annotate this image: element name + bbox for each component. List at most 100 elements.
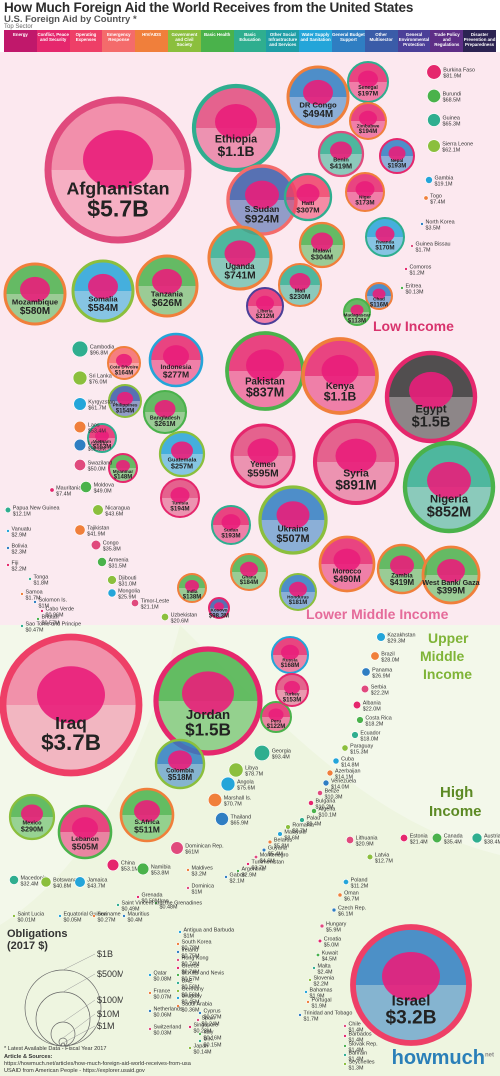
dot-value-cyprus: $0.27M — [204, 1015, 222, 1021]
country-shape-tunisia — [170, 487, 190, 504]
country-shape-kosovo — [214, 602, 224, 611]
dot-value-tonga: $1.8M — [34, 581, 49, 587]
dot-value-armenia: $31.5M — [108, 564, 126, 570]
bubble-jordan: Jordan$1.5B — [153, 646, 263, 756]
dot-cyprus — [198, 1011, 202, 1015]
dot-argentina — [236, 869, 240, 873]
country-shape-afghanistan — [83, 130, 153, 189]
bubble-zimbabwe: Zimbabwe$194M — [349, 102, 387, 140]
bubble-name-chad: Chad — [373, 297, 385, 302]
country-shape-israel — [382, 951, 440, 1001]
dot-name-sierra-leone: Sierra Leone — [442, 142, 473, 148]
bubble-value-india: $138M — [183, 595, 202, 601]
country-shape-benin — [330, 141, 352, 160]
dot-name-argentina: Argentina — [242, 867, 265, 873]
dot-value-kuwait: $4.5M — [322, 957, 337, 963]
dot-ireland — [176, 950, 180, 954]
dot-name-gabon: Gabon — [230, 873, 246, 879]
dot-value-north-korea: $3.5M — [426, 226, 441, 232]
bubble-value-s-africa: $511M — [134, 824, 160, 834]
dot-value-dominica: $1M — [192, 890, 203, 896]
dot-value-turkmenistan: $3.7M — [252, 866, 267, 872]
dot-value-burkina-faso: $81.9M — [443, 74, 461, 80]
dot-value-qatar: $0.08M — [154, 977, 172, 983]
dot-name-switzerland: Switzerland — [154, 1025, 182, 1031]
dot-name-uruguay: Uruguay — [182, 994, 203, 1000]
bubble-uganda: Uganda$741M — [207, 225, 273, 291]
legend-item-3: Emergency Response — [102, 30, 136, 52]
dot-value-portugal: $1.9M — [312, 1004, 327, 1010]
bubble-name-somalia: Somalia — [88, 295, 118, 304]
dot-value-cabo-verde: $0.96M — [46, 613, 64, 619]
dot-name-sri-lanka: Sri Lanka — [89, 374, 112, 380]
dot-hungary — [319, 923, 325, 929]
dot-poland — [343, 879, 349, 885]
dot-value-laos: $53.4M — [88, 429, 106, 435]
dot-name-gambia: Gambia — [434, 176, 453, 182]
country-shape-vietnam — [95, 430, 109, 442]
dot-maldives — [186, 868, 190, 872]
dot-romania — [285, 824, 291, 830]
dot-value-vanuatu: $2.9M — [12, 533, 27, 539]
bubble-name-cote-d-ivoire: Cote D'Ivoire — [110, 365, 139, 370]
dot-name-canada: Canada — [444, 834, 463, 840]
bubble-value-pakistan: $837M — [246, 385, 284, 399]
dot-value-dominican-rep: $61M — [185, 850, 199, 856]
bubble-name-morocco: Morocco — [333, 568, 362, 575]
legend-item-9: Water Supply and Sanitation — [299, 30, 332, 52]
country-shape-morocco — [333, 548, 361, 572]
dot-name-samoa: Samoa — [26, 590, 43, 596]
country-shape-iraq — [37, 666, 105, 724]
dot-name-turkmenistan: Turkmenistan — [252, 860, 284, 866]
dot-uae — [176, 981, 180, 985]
obligations-legend: Obligations (2017 $) $1B $500M $100M $10M $1… — [3, 928, 123, 1048]
bubble-name-liberia: Liberia — [257, 308, 273, 313]
high-income-label-2: Income — [429, 803, 482, 820]
country-shape-s-africa — [134, 800, 160, 823]
dot-value-burundi: $68.5M — [443, 98, 461, 104]
dot-value-seychelles: $1.3M — [349, 1066, 364, 1072]
bubble-name-senegal: Senegal — [358, 85, 378, 91]
oblig-label-3: $10M — [97, 1009, 120, 1019]
dot-name-iran: Iran — [160, 899, 169, 905]
source-url-2[interactable]: USAID from American People - https://exp… — [4, 1068, 145, 1074]
dot-name-barbados: Barbados — [349, 1032, 372, 1038]
bubble-malawi: Malawi$304M — [298, 221, 346, 269]
dot-kuwait — [316, 953, 320, 957]
dot-value-argentina: $2.9M — [242, 873, 257, 879]
dot-name-saudi-arabia: Saudi Arabia — [182, 1002, 213, 1008]
dot-value-bahrain: $1.4M — [349, 1057, 364, 1063]
dot-value-switzerland: $0.03M — [154, 1031, 172, 1037]
bubble-value-haiti: $307M — [296, 205, 319, 214]
low-income-label: Low Income — [373, 318, 454, 334]
source-url-1[interactable]: https://howmuch.net/articles/how-much-fo… — [4, 1061, 191, 1067]
dot-palau — [299, 817, 305, 823]
dot-name-tajikistan: Tajikistan — [87, 526, 109, 532]
bubble-value-somalia: $584M — [88, 303, 118, 314]
bubble-value-bangladesh: $261M — [154, 421, 175, 428]
dot-name-ireland: Ireland — [182, 948, 198, 954]
dot-name-dominica: Dominica — [192, 884, 214, 890]
dot-value-mauritania: $7.4M — [56, 492, 71, 498]
dot-antigua-and-barbuda — [178, 930, 182, 934]
dot-name-moldova: Moldova — [94, 483, 114, 489]
dot-malta — [312, 966, 316, 970]
dot-name-chile: Chile — [349, 1022, 361, 1028]
dot-value-togo: $7.4M — [430, 200, 445, 206]
dot-austria — [471, 832, 483, 844]
bubble-name-s-africa: S.Africa — [134, 819, 159, 826]
country-shape-sudan — [221, 514, 241, 531]
dot-value-saint-vincent-and-the-grenadines: $0.49M — [122, 907, 140, 913]
dot-name-st-kitts-and-nevis: St.Kitts and Nevis — [182, 971, 225, 977]
dot-name-guyana: Guyana — [268, 846, 287, 852]
bubble-tunisia: Tunisia$194M — [160, 478, 200, 518]
bubble-name-nigeria: Nigeria — [430, 493, 469, 505]
obligations-circles: $1B $500M $100M $10M $1M — [24, 949, 123, 1047]
dot-value-st-kitts-and-nevis: $0.57M — [182, 977, 200, 983]
bubble-india: India$138M — [177, 573, 207, 603]
dot-macedonia — [9, 875, 19, 885]
dot-name-belize: Belize — [325, 789, 340, 795]
dot-uruguay — [176, 996, 180, 1000]
bubble-somalia: Somalia$584M — [71, 259, 135, 323]
dot-name-panama: Panama — [372, 668, 392, 674]
